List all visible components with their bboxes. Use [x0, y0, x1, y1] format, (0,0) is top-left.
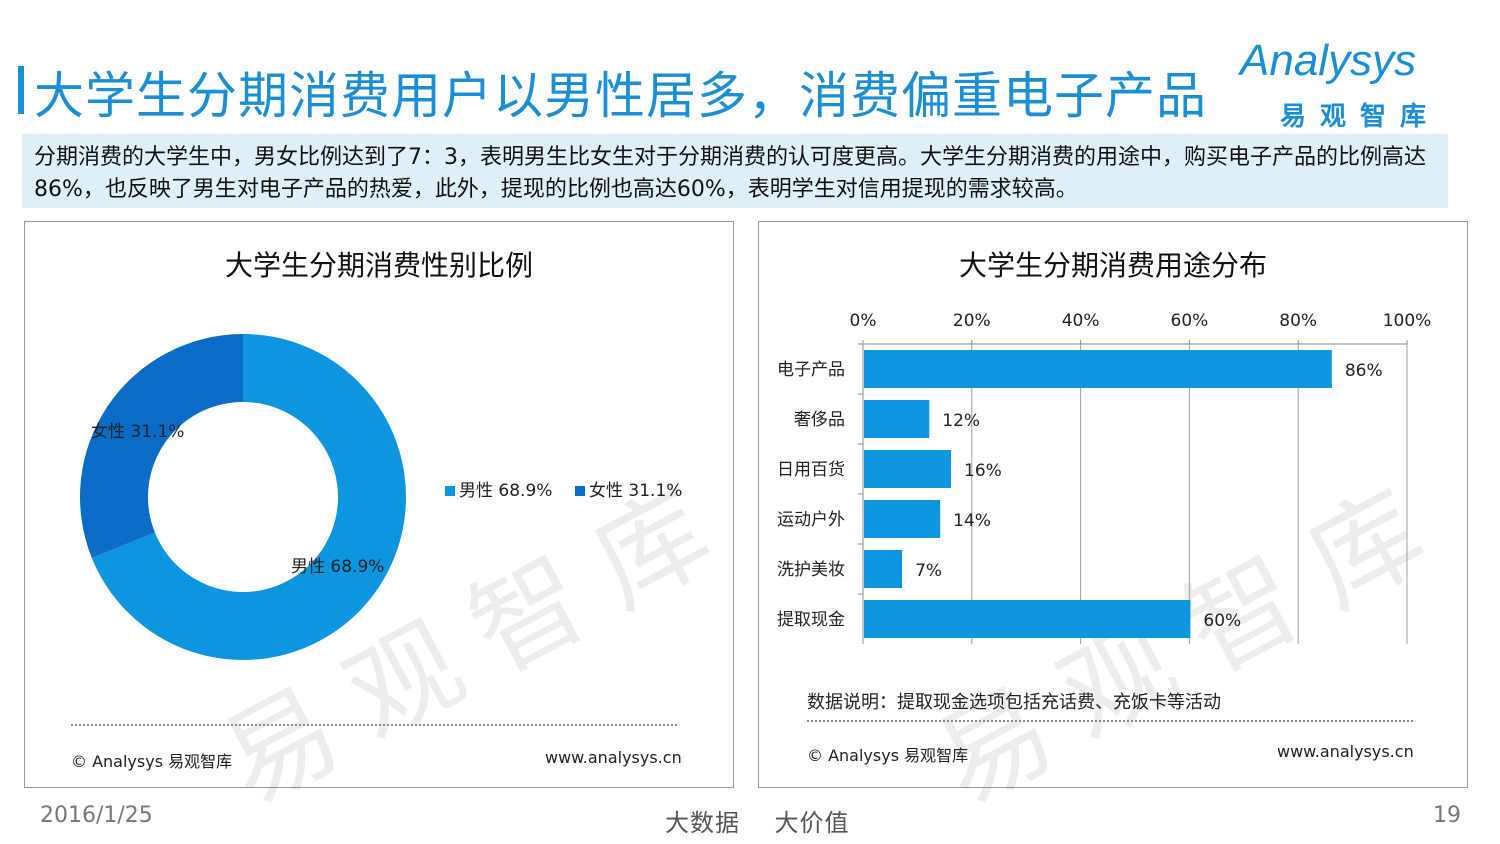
tick-label: 20% — [953, 311, 991, 331]
bar-电子产品 — [864, 350, 1332, 388]
donut-inner-ring — [148, 402, 338, 592]
bar-运动户外 — [864, 500, 941, 538]
legend-entry: 女性 31.1% — [589, 481, 682, 501]
legend-swatch — [445, 486, 455, 496]
bar-奢侈品 — [864, 400, 930, 438]
tick-label: 40% — [1062, 311, 1100, 331]
donut-slice-female — [80, 334, 243, 558]
category-label: 洗护美妆 — [777, 560, 845, 580]
gender-chart-title: 大学生分期消费性别比例 — [224, 249, 533, 282]
bar-value-label: 86% — [1345, 361, 1383, 381]
slice-label: 女性 31.1% — [91, 422, 184, 442]
category-label: 提取现金 — [777, 610, 845, 630]
category-label: 电子产品 — [777, 360, 845, 380]
gender-chart-panel: 大学生分期消费性别比例 易观智库 男性 68.9% 女性 31.1% 男性 68.9… — [24, 221, 757, 829]
footer-copyright: © Analysys 易观智库 — [71, 752, 233, 771]
page-title: 大学生分期消费用户以男性居多，消费偏重电子产品 — [34, 67, 1207, 125]
gender-donut-chart: 男性 68.9% 女性 31.1% 男性 68.9% 女性 31.1% — [80, 334, 682, 661]
bar-日用百货 — [864, 450, 952, 488]
legend-entry: 男性 68.9% — [459, 481, 552, 501]
footer-url: www.analysys.cn — [545, 748, 682, 767]
footer-url: www.analysys.cn — [1277, 742, 1414, 761]
category-label: 奢侈品 — [794, 410, 845, 430]
footer-divider — [807, 720, 1413, 722]
bar-value-label: 60% — [1203, 611, 1241, 631]
tick-label: 100% — [1383, 311, 1432, 331]
bar-提取现金 — [864, 600, 1191, 638]
tick-label: 80% — [1279, 311, 1317, 331]
slice-label: 男性 68.9% — [291, 557, 384, 577]
bar-value-label: 14% — [953, 511, 991, 531]
category-label: 日用百货 — [777, 460, 845, 480]
logo-wordmark: Analysys — [1240, 36, 1417, 85]
bar-value-label: 16% — [964, 461, 1002, 481]
usage-bar-chart: 0% 20% 40% 60% 80% 100% 电子产品 86% 奢侈品 12% 日用百货 16% 运动… — [777, 311, 1432, 644]
bar-洗护美妆 — [864, 550, 903, 588]
legend-swatch — [575, 486, 585, 496]
donut-slice-male — [91, 334, 406, 661]
slide-date: 2016/1/25 — [40, 803, 153, 828]
footer-divider — [71, 724, 677, 726]
page-number: 19 — [1433, 803, 1461, 828]
data-note: 数据说明：提取现金选项包括充话费、充饭卡等活动 — [807, 692, 1221, 713]
tick-label: 0% — [850, 311, 877, 331]
title-accent-bar — [18, 66, 24, 114]
footer-copyright: © Analysys 易观智库 — [807, 746, 969, 765]
usage-chart-panel: 大学生分期消费用途分布 易观智库 0% 20% 40% 60% 80% 100% 电子产品 8… — [758, 221, 1471, 829]
analysys-logo: Analysys 易观智库 — [1240, 36, 1460, 132]
summary-box: 分期消费的大学生中，男女比例达到了7：3，表明男生比女生对于分期消费的认可度更高… — [22, 134, 1448, 208]
logo-chinese: 易观智库 — [1280, 102, 1441, 132]
slide-slogan: 大数据 大价值 — [665, 809, 850, 837]
tick-label: 60% — [1171, 311, 1209, 331]
category-label: 运动户外 — [777, 510, 845, 530]
bar-value-label: 12% — [942, 411, 980, 431]
bar-value-label: 7% — [915, 561, 942, 581]
usage-chart-title: 大学生分期消费用途分布 — [958, 249, 1267, 282]
